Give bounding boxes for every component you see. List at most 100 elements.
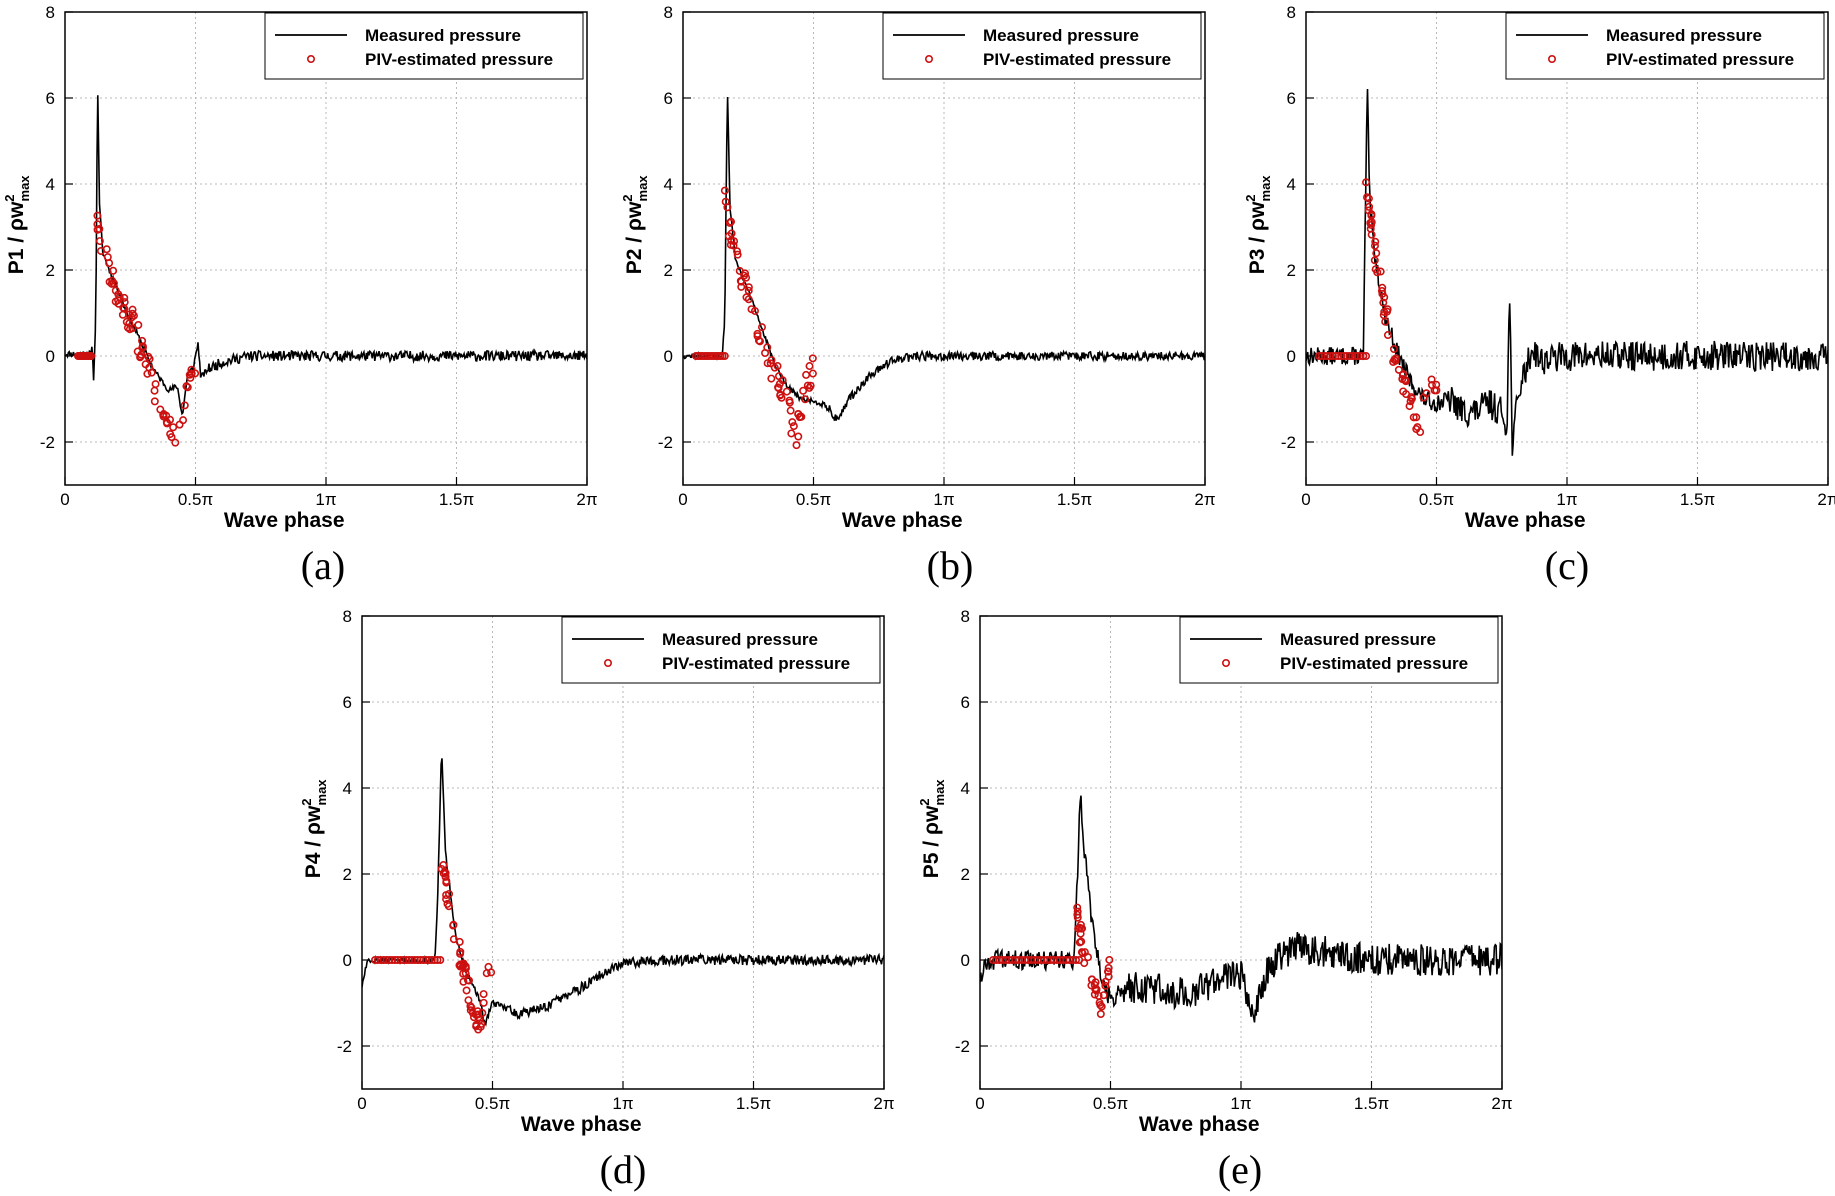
x-axis-title: Wave phase: [224, 509, 345, 532]
legend-marker-swatch: [1548, 54, 1557, 63]
piv-marker: [1080, 959, 1089, 968]
piv-marker: [1359, 351, 1368, 360]
piv-marker: [1348, 351, 1357, 360]
legend-label-measured: Measured pressure: [662, 630, 818, 649]
piv-marker: [1370, 241, 1379, 250]
piv-marker: [802, 370, 811, 379]
y-tick-label: 2: [1287, 261, 1296, 280]
plot-area: [362, 758, 884, 1034]
piv-marker: [441, 872, 450, 881]
x-tick-label: 2π: [576, 490, 597, 509]
legend-marker-swatch: [306, 54, 315, 63]
piv-marker: [808, 354, 817, 363]
piv-marker: [1378, 283, 1387, 292]
piv-marker: [1099, 991, 1108, 1000]
x-tick-label: 1.5π: [439, 490, 474, 509]
piv-marker: [1326, 351, 1335, 360]
piv-marker: [1356, 351, 1365, 360]
piv-marker: [444, 902, 453, 911]
chart-panel-4: 0 0.5π 1π 1.5π 2π -2 0 2 4 6 8 Wave phase P4 / ρw2ma…: [299, 607, 895, 1192]
piv-marker: [794, 432, 803, 441]
y-tick-label: 2: [961, 865, 970, 884]
piv-marker: [720, 351, 729, 360]
piv-marker: [1092, 986, 1101, 995]
legend-label-piv: PIV-estimated pressure: [365, 50, 553, 69]
x-tick-label: 0: [1301, 490, 1310, 509]
x-tick-label: 1.5π: [1354, 1094, 1389, 1113]
piv-marker: [1331, 351, 1340, 360]
chart-panel-1: 0 0.5π 1π 1.5π 2π -2 0 2 4 6 8 Wave phase P1 / ρw2ma…: [2, 3, 598, 588]
x-tick-label: 1.5π: [1680, 490, 1715, 509]
piv-marker: [125, 319, 134, 328]
piv-marker: [744, 283, 753, 292]
piv-marker: [171, 438, 180, 447]
piv-marker: [128, 305, 137, 314]
piv-marker: [757, 323, 766, 332]
x-tick-label: 0.5π: [475, 1094, 510, 1113]
legend-marker-swatch: [1222, 658, 1231, 667]
piv-marker: [1317, 351, 1326, 360]
panel-label: (e): [1218, 1147, 1262, 1192]
piv-marker: [1399, 387, 1408, 396]
piv-marker: [449, 920, 458, 929]
piv-marker: [767, 356, 776, 365]
measured-pressure-line: [683, 96, 1205, 421]
piv-marker: [720, 186, 729, 195]
panel-label: (c): [1545, 543, 1589, 588]
piv-marker: [1075, 923, 1084, 932]
piv-marker: [805, 362, 814, 371]
y-tick-label: 2: [343, 865, 352, 884]
piv-marker: [144, 352, 153, 361]
piv-marker: [1412, 413, 1421, 422]
piv-marker: [1427, 381, 1436, 390]
piv-marker: [449, 935, 458, 944]
piv-marker: [187, 369, 196, 378]
piv-marker: [472, 1020, 481, 1029]
piv-marker: [1073, 910, 1082, 919]
piv-marker: [163, 419, 172, 428]
x-tick-label: 2π: [1817, 490, 1835, 509]
y-axis-title: P4 / ρw2max: [299, 779, 329, 879]
x-axis-title: Wave phase: [1465, 509, 1586, 532]
piv-marker: [1084, 953, 1093, 962]
legend: Measured pressure PIV-estimated pressure: [264, 12, 584, 80]
piv-marker: [1328, 351, 1337, 360]
piv-marker: [1379, 298, 1388, 307]
piv-marker: [150, 397, 159, 406]
piv-marker: [1353, 351, 1362, 360]
x-tick-label: 1π: [315, 490, 336, 509]
plot-area: [683, 96, 1205, 450]
piv-marker: [1091, 978, 1100, 987]
y-tick-label: 6: [343, 693, 352, 712]
chart-panel-2: 0 0.5π 1π 1.5π 2π -2 0 2 4 6 8 Wave phase P2 / ρw2ma…: [620, 3, 1216, 588]
y-tick-label: 8: [664, 3, 673, 22]
legend-box: [264, 12, 584, 80]
x-tick-label: 0.5π: [1419, 490, 1454, 509]
x-tick-label: 2π: [1491, 1094, 1512, 1113]
piv-marker: [1427, 375, 1436, 384]
y-tick-label: 0: [961, 951, 970, 970]
y-tick-label: 6: [46, 89, 55, 108]
piv-marker: [770, 363, 779, 372]
y-tick-label: 6: [1287, 89, 1296, 108]
piv-marker: [1370, 256, 1379, 265]
piv-marker: [1337, 351, 1346, 360]
piv-marker: [476, 1022, 485, 1031]
plot-area: [1306, 88, 1828, 456]
panel-label: (b): [927, 543, 974, 588]
piv-marker: [463, 976, 472, 985]
y-tick-label: 2: [664, 261, 673, 280]
piv-marker: [1398, 371, 1407, 380]
piv-marker: [166, 430, 175, 439]
legend-label-measured: Measured pressure: [983, 26, 1139, 45]
piv-marker: [183, 383, 192, 392]
piv-marker: [180, 401, 189, 410]
y-tick-label: 8: [46, 3, 55, 22]
piv-marker: [1422, 389, 1431, 398]
piv-marker: [774, 383, 783, 392]
piv-marker: [138, 343, 147, 352]
piv-marker: [151, 380, 160, 389]
piv-marker: [137, 350, 146, 359]
legend-box: [882, 12, 1202, 80]
